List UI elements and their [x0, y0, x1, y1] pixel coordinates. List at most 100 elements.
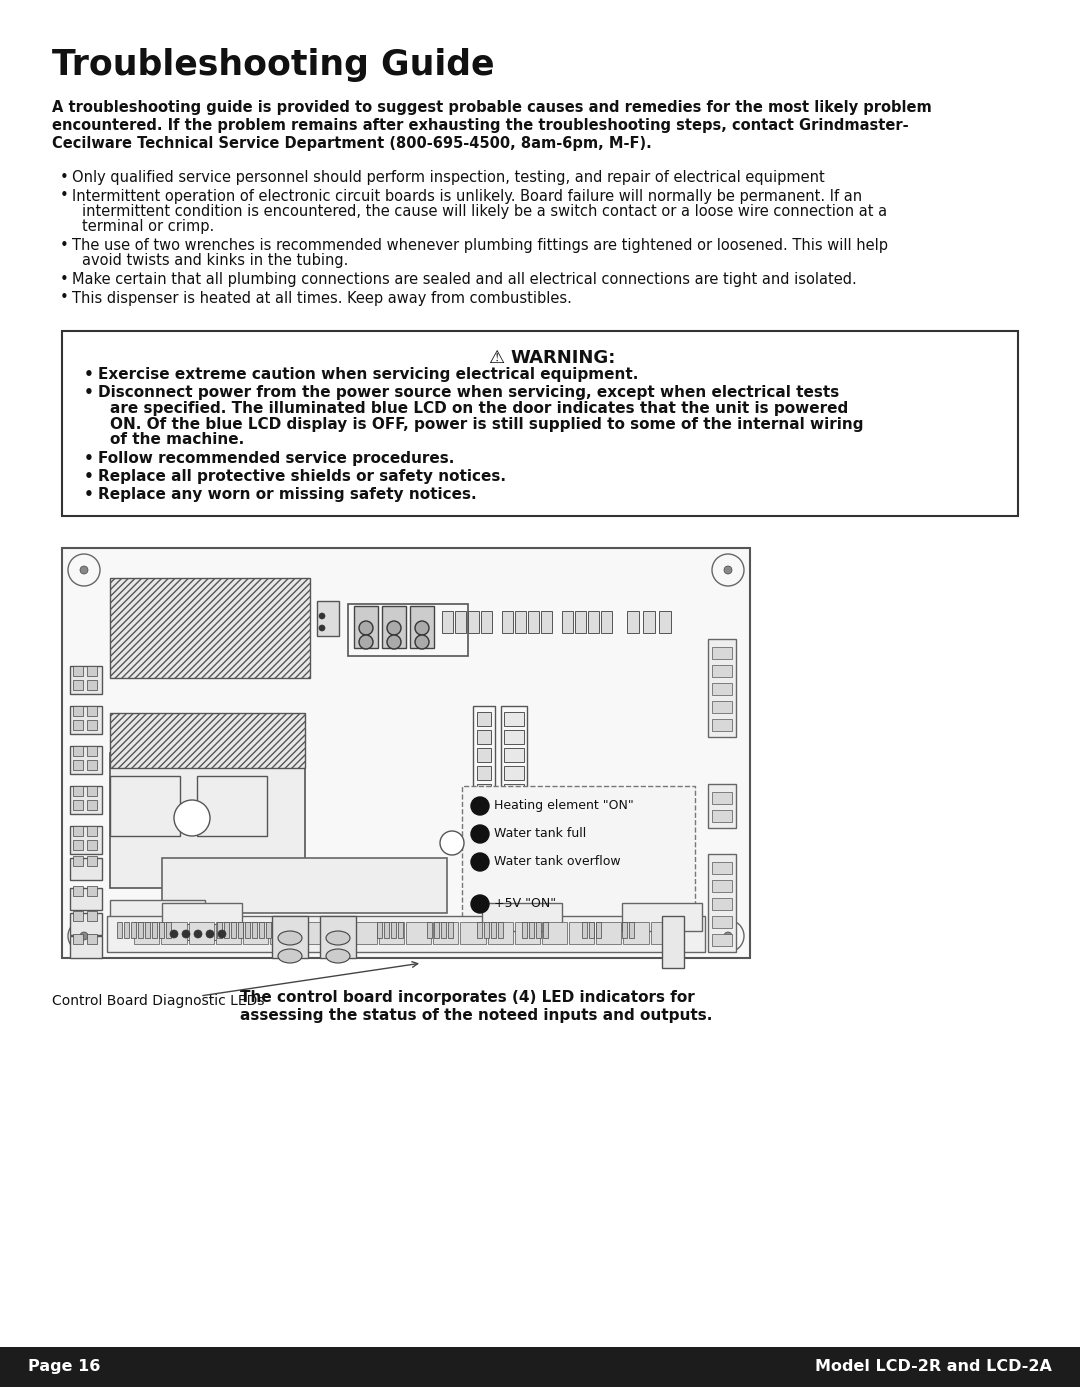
- Bar: [712, 810, 732, 821]
- Bar: [589, 922, 594, 937]
- Bar: [87, 886, 97, 895]
- Bar: [498, 922, 503, 937]
- Text: Disconnect power from the power source when servicing, except when electrical te: Disconnect power from the power source w…: [98, 386, 839, 401]
- Circle shape: [194, 930, 202, 937]
- Bar: [110, 753, 305, 888]
- Bar: [477, 731, 491, 745]
- Circle shape: [712, 555, 744, 585]
- Bar: [73, 800, 83, 810]
- Bar: [87, 719, 97, 731]
- Bar: [270, 922, 295, 944]
- Bar: [73, 746, 83, 756]
- Bar: [460, 922, 486, 944]
- Bar: [70, 746, 102, 774]
- Bar: [70, 666, 102, 694]
- Bar: [504, 731, 524, 745]
- Circle shape: [712, 921, 744, 951]
- Text: encountered. If the problem remains after exhausting the troubleshooting steps, : encountered. If the problem remains afte…: [52, 117, 908, 133]
- Bar: [159, 922, 164, 937]
- Circle shape: [183, 930, 190, 937]
- Bar: [87, 746, 97, 756]
- Bar: [161, 922, 187, 944]
- Bar: [73, 787, 83, 796]
- Bar: [238, 922, 243, 937]
- Circle shape: [170, 930, 178, 937]
- Bar: [73, 705, 83, 717]
- Bar: [382, 606, 406, 648]
- Bar: [62, 331, 1018, 515]
- Text: Water tank full: Water tank full: [494, 827, 586, 840]
- Bar: [448, 922, 453, 937]
- Circle shape: [387, 622, 401, 636]
- Text: Replace all protective shields or safety notices.: Replace all protective shields or safety…: [98, 469, 507, 483]
- Bar: [134, 922, 160, 944]
- Bar: [468, 610, 480, 633]
- Bar: [138, 922, 143, 937]
- Bar: [712, 719, 732, 731]
- Bar: [477, 766, 491, 780]
- Text: •: •: [60, 170, 69, 184]
- Circle shape: [471, 826, 489, 842]
- Bar: [259, 922, 264, 937]
- Circle shape: [68, 921, 100, 951]
- Bar: [62, 548, 750, 958]
- Circle shape: [387, 636, 401, 650]
- Bar: [399, 922, 403, 937]
- Text: +5V "ON": +5V "ON": [494, 897, 556, 909]
- Text: Control Board Diagnostic LEDs: Control Board Diagnostic LEDs: [52, 995, 265, 1009]
- Bar: [377, 922, 382, 937]
- Bar: [70, 888, 102, 909]
- Circle shape: [440, 831, 464, 855]
- Bar: [217, 922, 222, 937]
- Bar: [410, 606, 434, 648]
- Bar: [477, 712, 491, 726]
- Bar: [73, 680, 83, 690]
- Bar: [87, 856, 97, 866]
- Bar: [481, 610, 492, 633]
- Circle shape: [471, 895, 489, 914]
- Text: are specified. The illuminated blue LCD on the door indicates that the unit is p: are specified. The illuminated blue LCD …: [110, 401, 848, 416]
- Text: intermittent condition is encountered, the cause will likely be a switch contact: intermittent condition is encountered, t…: [82, 204, 887, 219]
- Circle shape: [415, 622, 429, 636]
- Bar: [166, 922, 171, 937]
- Bar: [87, 666, 97, 676]
- Bar: [167, 923, 235, 940]
- Text: Intermittent operation of electronic circuit boards is unlikely. Board failure w: Intermittent operation of electronic cir…: [72, 189, 862, 204]
- Bar: [124, 922, 129, 937]
- Circle shape: [206, 930, 214, 937]
- Text: Troubleshooting Guide: Troubleshooting Guide: [52, 47, 495, 82]
- Bar: [455, 610, 465, 633]
- Bar: [588, 610, 599, 633]
- Bar: [712, 935, 732, 946]
- Text: ON. Of the blue LCD display is OFF, power is still supplied to some of the inter: ON. Of the blue LCD display is OFF, powe…: [110, 416, 864, 432]
- Bar: [712, 792, 732, 805]
- Bar: [87, 826, 97, 835]
- Bar: [384, 922, 389, 937]
- Bar: [600, 610, 612, 633]
- Bar: [708, 784, 735, 828]
- Bar: [318, 601, 339, 636]
- Text: of the machine.: of the machine.: [110, 432, 244, 447]
- Bar: [504, 712, 524, 726]
- Bar: [442, 610, 453, 633]
- Bar: [216, 922, 241, 944]
- Bar: [162, 902, 242, 930]
- Ellipse shape: [278, 949, 302, 963]
- Text: •: •: [60, 272, 69, 286]
- Bar: [162, 858, 447, 914]
- Text: Follow recommended service procedures.: Follow recommended service procedures.: [98, 450, 455, 465]
- Bar: [87, 760, 97, 770]
- Bar: [712, 898, 732, 909]
- Bar: [491, 922, 496, 937]
- Bar: [712, 701, 732, 712]
- Bar: [73, 856, 83, 866]
- Bar: [87, 787, 97, 796]
- Bar: [110, 900, 205, 928]
- Bar: [87, 840, 97, 849]
- Circle shape: [471, 854, 489, 870]
- Bar: [712, 916, 732, 928]
- Bar: [477, 747, 491, 761]
- Circle shape: [359, 622, 373, 636]
- Text: A troubleshooting guide is provided to suggest probable causes and remedies for : A troubleshooting guide is provided to s…: [52, 101, 932, 115]
- Text: Replace any worn or missing safety notices.: Replace any worn or missing safety notic…: [98, 488, 476, 503]
